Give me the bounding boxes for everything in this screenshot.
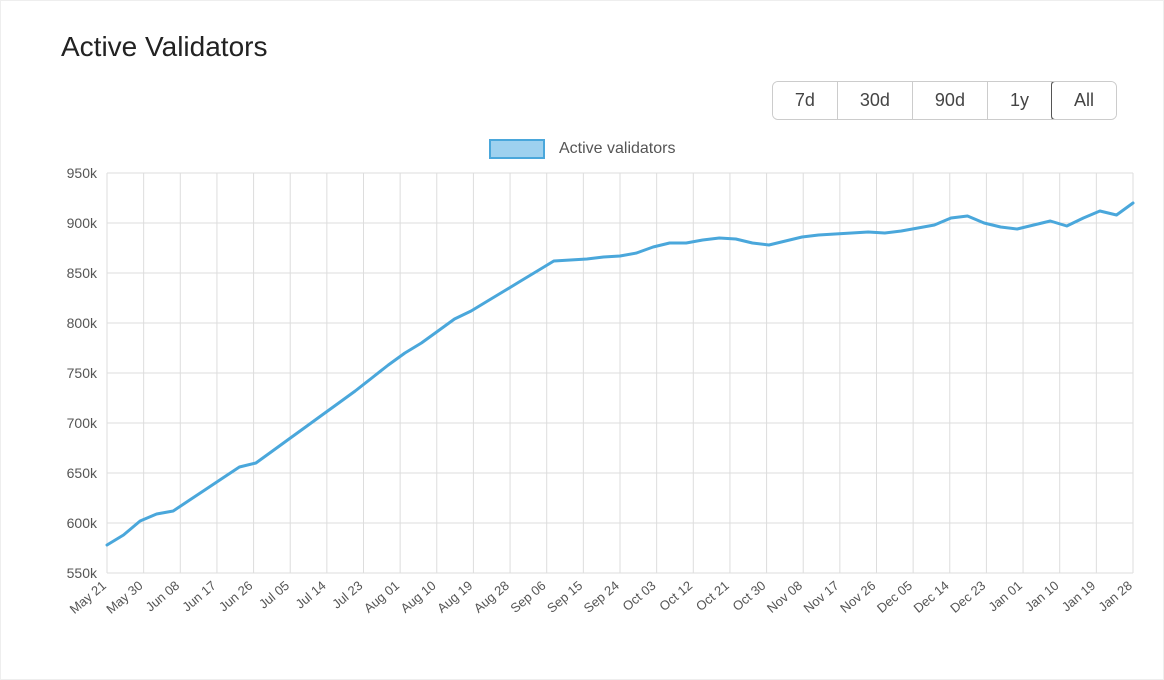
svg-text:Oct 03: Oct 03 [620,578,659,614]
svg-text:Nov 17: Nov 17 [801,578,842,616]
range-button-30d[interactable]: 30d [838,82,913,119]
svg-text:Nov 26: Nov 26 [837,578,878,616]
svg-text:750k: 750k [67,365,98,381]
svg-text:May 30: May 30 [103,578,145,617]
svg-text:Aug 28: Aug 28 [471,578,512,616]
chart-card: Active Validators 7d30d90d1yAll Active v… [0,0,1164,680]
time-range-group: 7d30d90d1yAll [772,81,1117,120]
svg-text:Dec 05: Dec 05 [874,578,915,616]
svg-text:Jan 28: Jan 28 [1095,578,1135,615]
chart-legend: Active validators [1,139,1163,159]
svg-text:Jul 05: Jul 05 [256,578,292,612]
chart-area: 550k 600k 650k 700k 750k 800k 850k 900k 950k May … [21,161,1145,661]
svg-text:900k: 900k [67,215,98,231]
range-button-90d[interactable]: 90d [913,82,988,119]
svg-text:Oct 30: Oct 30 [730,578,769,614]
range-button-7d[interactable]: 7d [773,82,838,119]
svg-text:Jul 14: Jul 14 [293,578,329,612]
svg-text:Oct 12: Oct 12 [656,578,695,614]
svg-text:Jan 19: Jan 19 [1059,578,1099,615]
svg-text:Aug 19: Aug 19 [434,578,475,616]
svg-text:800k: 800k [67,315,98,331]
range-button-all[interactable]: All [1051,81,1117,120]
svg-text:Jul 23: Jul 23 [329,578,365,612]
svg-text:Oct 21: Oct 21 [693,578,732,614]
line-chart-svg: 550k 600k 650k 700k 750k 800k 850k 900k 950k May … [21,161,1145,661]
svg-text:Sep 15: Sep 15 [544,578,585,616]
svg-text:850k: 850k [67,265,98,281]
range-button-1y[interactable]: 1y [988,82,1052,119]
svg-text:950k: 950k [67,165,98,181]
svg-text:Jun 08: Jun 08 [143,578,183,615]
legend-label: Active validators [559,140,676,157]
svg-text:Nov 08: Nov 08 [764,578,805,616]
svg-text:550k: 550k [67,565,98,581]
svg-text:Jan 01: Jan 01 [985,578,1025,615]
svg-text:Sep 24: Sep 24 [581,578,622,616]
svg-text:Aug 10: Aug 10 [398,578,439,616]
legend-swatch [489,139,545,159]
chart-title: Active Validators [61,31,1143,63]
svg-text:600k: 600k [67,515,98,531]
svg-text:Dec 14: Dec 14 [911,578,952,616]
svg-text:Dec 23: Dec 23 [947,578,988,616]
svg-text:Jun 26: Jun 26 [216,578,256,615]
svg-text:Jan 10: Jan 10 [1022,578,1062,615]
svg-text:Sep 06: Sep 06 [507,578,548,616]
svg-text:700k: 700k [67,415,98,431]
svg-text:650k: 650k [67,465,98,481]
svg-text:Jun 17: Jun 17 [179,578,219,615]
svg-text:May 21: May 21 [67,578,109,617]
svg-text:Aug 01: Aug 01 [361,578,402,616]
